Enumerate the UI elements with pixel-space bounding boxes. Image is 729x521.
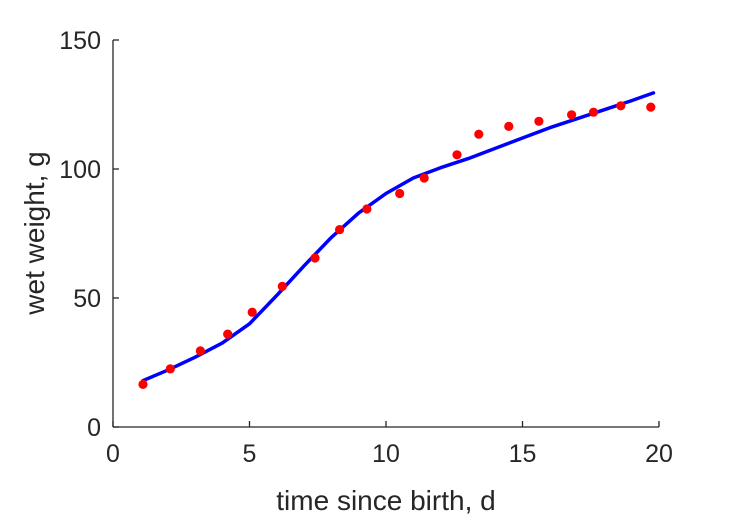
data-points-layer bbox=[138, 101, 656, 389]
data-point bbox=[362, 204, 372, 214]
data-point bbox=[138, 379, 148, 389]
data-point bbox=[452, 150, 462, 160]
data-point bbox=[223, 329, 233, 339]
data-point bbox=[616, 101, 626, 111]
data-point bbox=[534, 116, 544, 126]
data-point bbox=[310, 253, 320, 263]
y-tick-label: 150 bbox=[59, 27, 101, 55]
x-tick-label: 20 bbox=[645, 440, 673, 468]
x-tick-label: 15 bbox=[509, 440, 537, 468]
data-point bbox=[567, 110, 577, 120]
data-point bbox=[247, 307, 257, 317]
x-tick-label: 5 bbox=[243, 440, 257, 468]
data-point bbox=[195, 346, 205, 356]
fit-line-layer bbox=[141, 91, 656, 383]
data-point bbox=[504, 121, 514, 131]
x-tick-label: 10 bbox=[372, 440, 400, 468]
axes: 0 5 10 15 20 0 50 100 150 bbox=[59, 27, 673, 468]
data-point bbox=[474, 129, 484, 139]
data-point bbox=[335, 225, 345, 235]
fit-line bbox=[141, 91, 656, 383]
y-tick-label: 100 bbox=[59, 156, 101, 184]
y-tick-label: 0 bbox=[87, 414, 101, 442]
data-point bbox=[588, 107, 599, 117]
x-axis-label: time since birth, d bbox=[276, 485, 495, 516]
y-axis-label: wet weight, g bbox=[19, 151, 50, 315]
data-point bbox=[277, 281, 287, 291]
y-tick-label: 50 bbox=[73, 285, 101, 313]
data-point bbox=[165, 364, 175, 374]
data-point bbox=[395, 188, 405, 199]
x-tick-label: 0 bbox=[106, 440, 120, 468]
data-point bbox=[419, 173, 429, 183]
data-point bbox=[646, 102, 656, 112]
